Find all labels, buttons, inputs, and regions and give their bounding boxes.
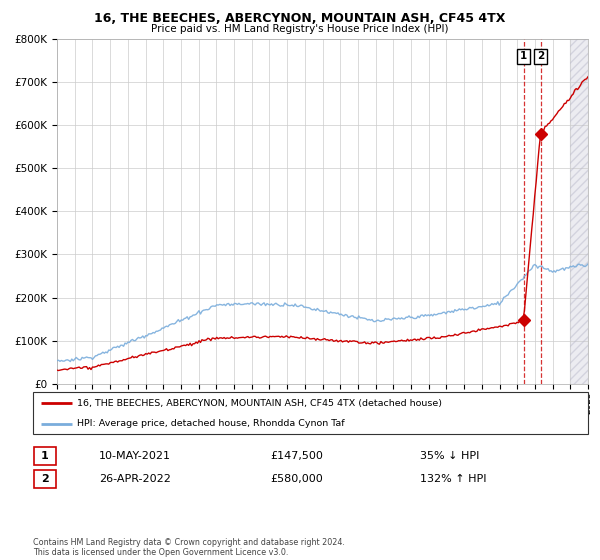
Text: 35% ↓ HPI: 35% ↓ HPI xyxy=(420,451,479,461)
FancyBboxPatch shape xyxy=(34,447,56,465)
Text: 2: 2 xyxy=(537,52,544,62)
Text: 1: 1 xyxy=(520,52,527,62)
Text: £147,500: £147,500 xyxy=(270,451,323,461)
Bar xyxy=(570,39,588,384)
Text: Contains HM Land Registry data © Crown copyright and database right 2024.
This d: Contains HM Land Registry data © Crown c… xyxy=(33,538,345,557)
Text: 2: 2 xyxy=(41,474,49,484)
FancyBboxPatch shape xyxy=(33,392,588,434)
Text: 132% ↑ HPI: 132% ↑ HPI xyxy=(420,474,487,484)
Bar xyxy=(570,39,588,384)
Text: 10-MAY-2021: 10-MAY-2021 xyxy=(99,451,171,461)
FancyBboxPatch shape xyxy=(34,470,56,488)
Text: £580,000: £580,000 xyxy=(270,474,323,484)
Text: 16, THE BEECHES, ABERCYNON, MOUNTAIN ASH, CF45 4TX: 16, THE BEECHES, ABERCYNON, MOUNTAIN ASH… xyxy=(94,12,506,25)
Text: 16, THE BEECHES, ABERCYNON, MOUNTAIN ASH, CF45 4TX (detached house): 16, THE BEECHES, ABERCYNON, MOUNTAIN ASH… xyxy=(77,399,442,408)
Text: HPI: Average price, detached house, Rhondda Cynon Taf: HPI: Average price, detached house, Rhon… xyxy=(77,419,345,428)
Text: Price paid vs. HM Land Registry's House Price Index (HPI): Price paid vs. HM Land Registry's House … xyxy=(151,24,449,34)
Text: 26-APR-2022: 26-APR-2022 xyxy=(99,474,171,484)
Text: 1: 1 xyxy=(41,451,49,461)
